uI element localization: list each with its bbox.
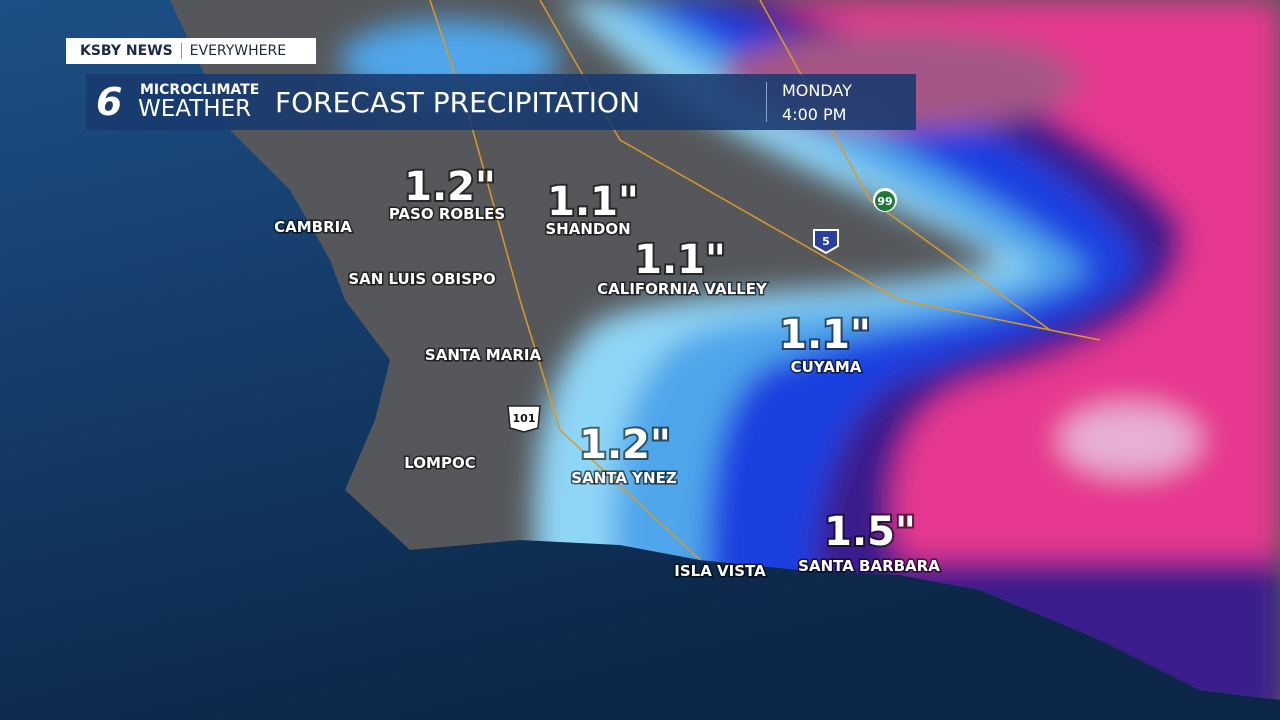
title-bar: 6 MICROCLIMATE WEATHER FORECAST PRECIPIT… <box>86 74 916 130</box>
day: MONDAY <box>782 81 852 100</box>
shield-label: 5 <box>822 235 830 248</box>
place-label: SAN LUIS OBISPO <box>348 270 495 288</box>
title: FORECAST PRECIPITATION <box>275 86 641 119</box>
place-label: SANTA YNEZ <box>571 469 677 487</box>
logo-number: 6 <box>96 80 123 124</box>
tagline: EVERYWHERE <box>189 43 287 59</box>
amount: 1.5" <box>824 509 916 555</box>
time: 4:00 PM <box>782 105 847 124</box>
brand: KSBY NEWS <box>66 43 182 59</box>
logo-bottom: WEATHER <box>138 96 252 122</box>
place-label: CAMBRIA <box>274 218 352 236</box>
highway-shield: 5 <box>813 229 839 255</box>
amount: 1.1" <box>634 237 726 283</box>
place-label: ISLA VISTA <box>674 562 766 580</box>
highway-shield: 99 <box>873 188 897 212</box>
place-label: PASO ROBLES <box>389 205 505 223</box>
divider <box>766 82 767 122</box>
amount: 1.1" <box>547 179 639 225</box>
place-label: SANTA MARIA <box>425 346 542 364</box>
amount: 1.2" <box>579 422 671 468</box>
shield-label: 101 <box>513 412 536 425</box>
shield-label: 99 <box>877 195 892 208</box>
brand-bar: KSBY NEWS EVERYWHERE <box>66 38 316 64</box>
logo-top: MICROCLIMATE <box>140 82 260 98</box>
place-label: SHANDON <box>545 220 630 238</box>
amount: 1.2" <box>404 164 496 210</box>
highway-shield: 101 <box>507 405 541 433</box>
place-label: CUYAMA <box>791 358 862 376</box>
place-label: CALIFORNIA VALLEY <box>597 280 768 298</box>
amount: 1.1" <box>779 312 871 358</box>
place-label: LOMPOC <box>404 454 475 472</box>
place-label: SANTA BARBARA <box>798 557 940 575</box>
